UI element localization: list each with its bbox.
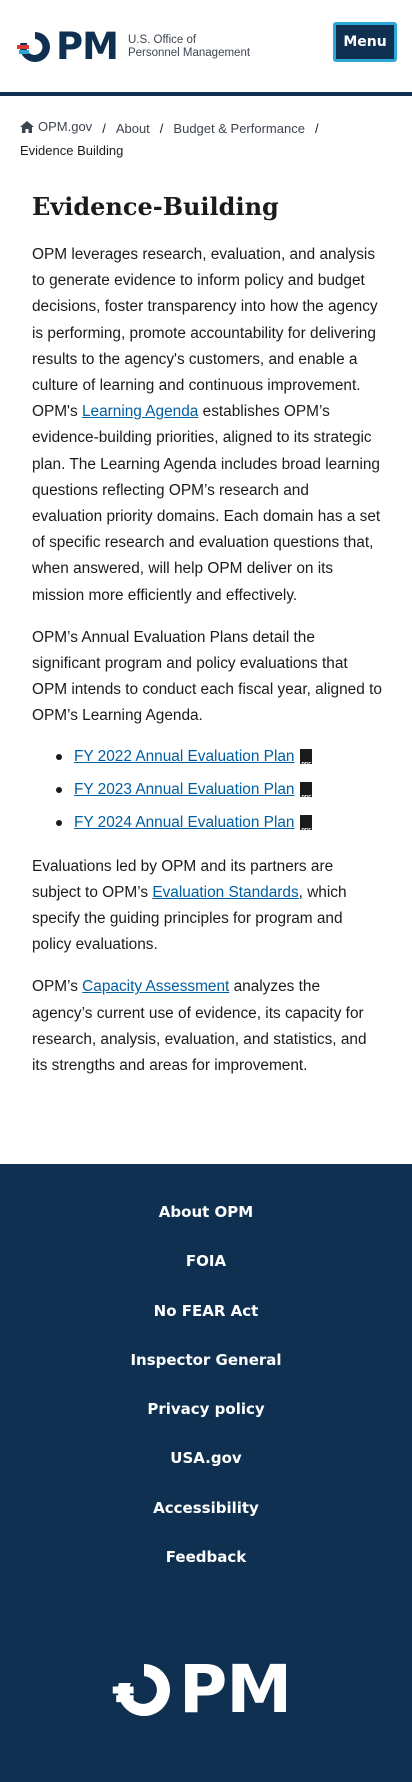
logo-line-1: U.S. Office of xyxy=(127,34,197,46)
capacity-assessment-link[interactable]: Capacity Assessment xyxy=(82,978,230,996)
footer-item: Inspector General xyxy=(0,1350,412,1399)
breadcrumb-item-budget[interactable]: Budget & Performance xyxy=(173,121,305,136)
bullet-icon xyxy=(56,786,62,793)
opm-logo-mark: PM xyxy=(16,25,119,68)
breadcrumb-separator: / xyxy=(102,121,106,136)
fy2023-plan-link[interactable]: FY 2023 Annual Evaluation Plan xyxy=(74,780,295,798)
fy2022-plan-link[interactable]: FY 2022 Annual Evaluation Plan xyxy=(74,747,295,765)
breadcrumb-separator: / xyxy=(314,121,319,136)
evaluation-standards-paragraph: Evaluations led by OPM and its partners … xyxy=(32,854,382,959)
intro-paragraph: OPM leverages research, evaluation, and … xyxy=(32,242,382,609)
capacity-text-1: OPM’s xyxy=(32,978,83,996)
breadcrumb-item-opm[interactable]: OPM.gov xyxy=(38,119,93,134)
opm-logo[interactable]: PM U.S. Office of Personnel Management xyxy=(16,25,250,68)
evaluation-plans-list: FY 2022 Annual Evaluation Plan FY 2023 A… xyxy=(32,746,382,842)
list-item: FY 2022 Annual Evaluation Plan xyxy=(56,746,382,776)
footer-link-accessibility[interactable]: Accessibility xyxy=(153,1498,259,1517)
home-icon xyxy=(20,121,34,133)
capacity-text-2: analyzes the agency’s current use of evi… xyxy=(32,978,367,1075)
breadcrumb: OPM.gov / About / Budget & Performance / Evi… xyxy=(20,116,400,162)
footer-links: About OPM FOIA No FEAR Act Inspector Gen… xyxy=(0,1202,412,1596)
main-content: Evidence-Building OPM leverages research… xyxy=(32,190,382,1095)
footer-item: Feedback xyxy=(0,1547,412,1596)
footer-link-about-opm[interactable]: About OPM xyxy=(158,1203,254,1221)
fy2024-plan-link[interactable]: FY 2024 Annual Evaluation Plan xyxy=(74,813,295,831)
breadcrumb-current: Evidence Building xyxy=(20,143,124,158)
opm-o-icon xyxy=(112,1663,170,1717)
pdf-icon xyxy=(300,749,313,776)
footer-item: About OPM xyxy=(0,1202,412,1251)
standards-text-2: , which specify the guiding principles f… xyxy=(32,883,347,954)
intro-text-1: OPM leverages research, evaluation, and … xyxy=(32,246,378,421)
footer-logo-letters: PM xyxy=(179,1651,292,1728)
bullet-icon xyxy=(56,819,62,826)
logo-line-2: Personnel Management xyxy=(127,47,251,59)
breadcrumb-separator: / xyxy=(159,121,164,136)
footer-item: USA.gov xyxy=(0,1448,412,1497)
footer-link-no-fear-act[interactable]: No FEAR Act xyxy=(153,1301,259,1320)
footer-item: Accessibility xyxy=(0,1498,412,1547)
standards-text-1: Evaluations led by OPM and its partners … xyxy=(32,857,334,901)
pdf-icon xyxy=(300,782,313,809)
footer-link-feedback[interactable]: Feedback xyxy=(165,1548,247,1567)
footer-link-privacy-policy[interactable]: Privacy policy xyxy=(147,1400,265,1419)
footer-opm-logo[interactable]: PM xyxy=(111,1651,292,1728)
footer-link-inspector-general[interactable]: Inspector General xyxy=(130,1350,282,1369)
footer-item: FOIA xyxy=(0,1251,412,1300)
footer-link-foia[interactable]: FOIA xyxy=(185,1252,227,1271)
breadcrumb-home[interactable]: OPM.gov xyxy=(20,116,92,138)
pdf-icon xyxy=(300,815,313,842)
site-header: PM U.S. Office of Personnel Management M… xyxy=(0,0,412,96)
page-title: Evidence-Building xyxy=(32,192,279,221)
logo-letters: PM xyxy=(56,25,119,68)
footer-item: Privacy policy xyxy=(0,1399,412,1448)
breadcrumb-item-about[interactable]: About xyxy=(115,121,150,136)
bullet-icon xyxy=(56,753,62,760)
menu-button[interactable]: Menu xyxy=(333,22,397,62)
learning-agenda-link[interactable]: Learning Agenda xyxy=(81,403,199,421)
footer-link-usa-gov[interactable]: USA.gov xyxy=(170,1449,242,1468)
evaluation-standards-link[interactable]: Evaluation Standards xyxy=(152,883,299,901)
opm-o-icon xyxy=(17,32,50,62)
list-item: FY 2024 Annual Evaluation Plan xyxy=(56,812,382,842)
intro-text-2: establishes OPM’s evidence-building prio… xyxy=(32,403,381,604)
logo-agency-name: U.S. Office of Personnel Management xyxy=(128,34,250,60)
evaluation-plans-paragraph: OPM’s Annual Evaluation Plans detail the… xyxy=(32,628,382,725)
list-item: FY 2023 Annual Evaluation Plan xyxy=(56,779,382,809)
footer-item: No FEAR Act xyxy=(0,1301,412,1350)
site-footer: About OPM FOIA No FEAR Act Inspector Gen… xyxy=(0,1164,412,1782)
capacity-assessment-paragraph: OPM’s Capacity Assessment analyzes the a… xyxy=(32,974,382,1079)
